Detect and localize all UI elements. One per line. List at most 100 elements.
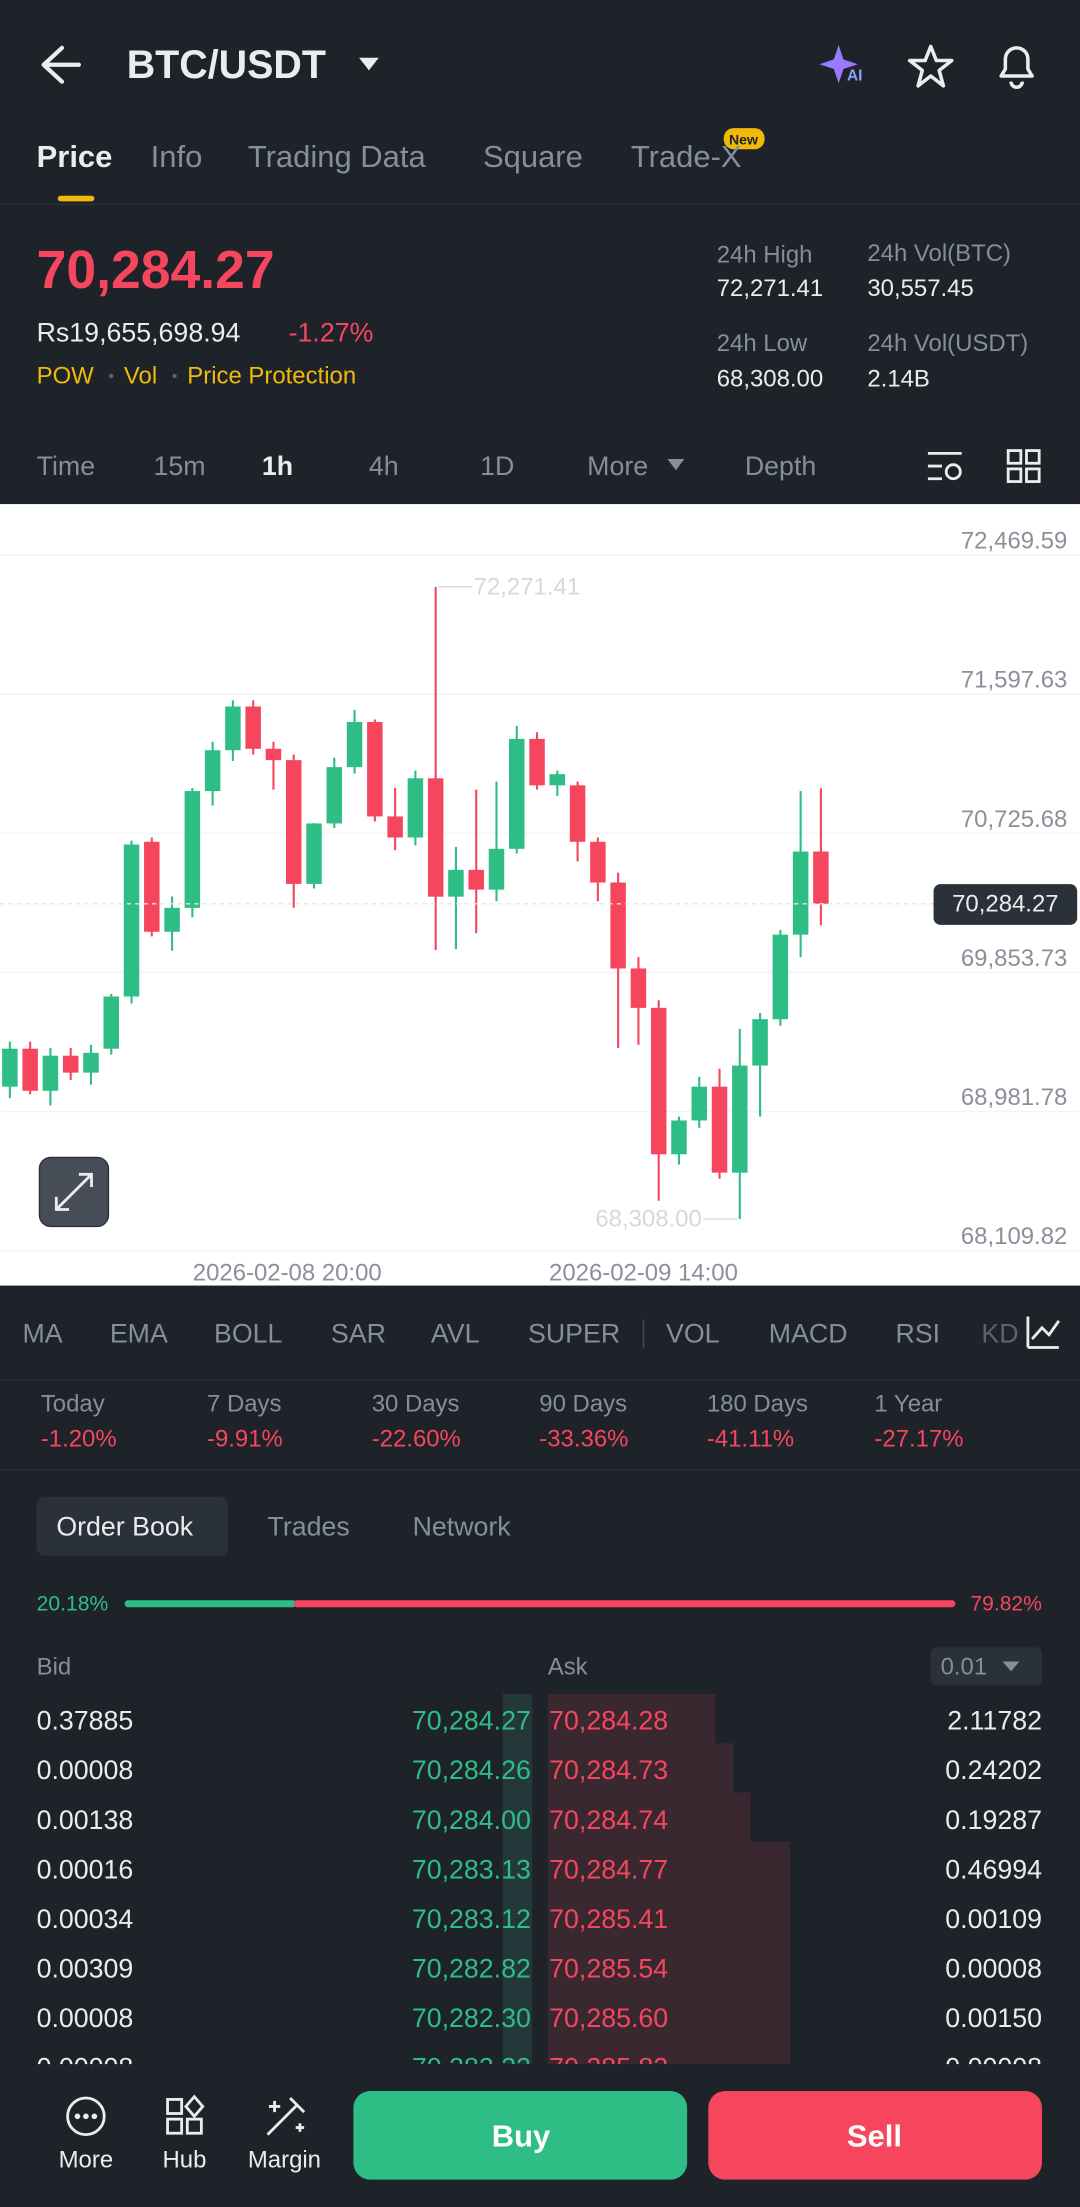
indicator[interactable]: RSI xyxy=(896,1318,941,1348)
bid-amount: 0.00309 xyxy=(37,1953,134,1983)
indicator[interactable]: SUPER xyxy=(528,1318,620,1348)
candle-body xyxy=(448,869,464,897)
sell-button[interactable] xyxy=(708,2090,1042,2180)
ask-price: 70,285.60 xyxy=(549,2003,668,2033)
tab[interactable]: Trade-X xyxy=(631,139,742,174)
period-change: -1.20% xyxy=(41,1426,117,1453)
ask-price: 70,284.77 xyxy=(549,1854,668,1884)
candle-body xyxy=(427,778,444,897)
interval[interactable]: 1D xyxy=(480,451,514,481)
candle-body xyxy=(407,778,424,838)
interval[interactable]: 15m xyxy=(153,451,205,481)
buy-label[interactable]: Buy xyxy=(492,2119,551,2154)
tab[interactable]: Square xyxy=(483,139,583,174)
tag-separator xyxy=(109,373,114,379)
candle-body xyxy=(387,816,403,838)
precision-box[interactable] xyxy=(930,1647,1042,1686)
candle-body xyxy=(813,851,829,904)
ask-price: 70,285.82 xyxy=(549,2053,668,2083)
ask-amount: 2.11782 xyxy=(947,1706,1042,1736)
book-tab[interactable]: Order Book xyxy=(56,1511,193,1541)
indicator[interactable]: AVL xyxy=(431,1318,480,1348)
bid-price: 70,284.00 xyxy=(412,1805,531,1835)
book-tab[interactable]: Trades xyxy=(268,1511,350,1541)
bid-ratio: 20.18% xyxy=(37,1592,109,1615)
alert-button[interactable] xyxy=(999,46,1034,89)
tag[interactable]: Price Protection xyxy=(187,362,356,389)
bid-amount: 0.00008 xyxy=(37,2003,134,2033)
more-icon[interactable] xyxy=(66,2096,106,2137)
stat-label: 24h Vol(BTC) xyxy=(867,240,1011,267)
favorite-button[interactable] xyxy=(907,44,954,88)
tab[interactable]: Trading Data xyxy=(248,139,427,174)
indicator[interactable]: KD xyxy=(981,1318,1018,1348)
period-change: -22.60% xyxy=(372,1426,461,1453)
period-label: 7 Days xyxy=(207,1390,281,1417)
period-change: -27.17% xyxy=(874,1426,963,1453)
chart-area xyxy=(0,504,1080,1286)
tab[interactable]: Price xyxy=(37,139,113,174)
indicator[interactable]: VOL xyxy=(666,1318,720,1348)
x-tick-label: 2026-02-09 14:00 xyxy=(549,1259,738,1286)
bid-price: 70,284.27 xyxy=(412,1706,531,1736)
current-price-box xyxy=(933,884,1078,925)
sell-label[interactable]: Sell xyxy=(847,2119,902,2154)
indicator[interactable]: EMA xyxy=(110,1318,168,1348)
layout-button[interactable] xyxy=(1006,449,1041,483)
bid-amount: 0.00034 xyxy=(37,1904,134,1934)
candle-body xyxy=(144,841,160,932)
nav-label[interactable]: Margin xyxy=(248,2146,321,2173)
bid-price: 70,282.82 xyxy=(412,1953,531,1983)
candle-body xyxy=(569,785,586,842)
new-badge xyxy=(723,128,765,150)
interval[interactable]: More xyxy=(587,451,648,481)
price-change: -1.27% xyxy=(289,317,374,347)
pair-title[interactable]: BTC/USDT xyxy=(127,43,326,87)
indicator[interactable]: BOLL xyxy=(214,1318,282,1348)
pair-dropdown[interactable] xyxy=(359,57,379,71)
buy-button[interactable] xyxy=(353,2090,688,2180)
new-badge-text: New xyxy=(729,131,758,147)
depth-bars xyxy=(502,1693,790,2065)
bid-amount: 0.00008 xyxy=(37,1755,134,1785)
nav-label[interactable]: Hub xyxy=(163,2146,207,2173)
candle-body xyxy=(265,748,282,761)
ask-ratio: 79.82% xyxy=(970,1592,1042,1615)
ask-price: 70,285.54 xyxy=(549,1953,668,1983)
stat-value: 72,271.41 xyxy=(717,275,823,302)
fullscreen-button[interactable] xyxy=(38,1156,110,1228)
precision-dropdown[interactable] xyxy=(1002,1661,1020,1672)
tab[interactable]: Info xyxy=(151,139,203,174)
interval[interactable]: Depth xyxy=(745,451,816,481)
candle-body xyxy=(772,934,789,1020)
bid-amount: 0.00138 xyxy=(37,1805,134,1835)
x-tick-label: 2026-02-08 20:00 xyxy=(193,1259,382,1286)
candle-body xyxy=(630,968,647,1008)
stat-label: 24h Vol(USDT) xyxy=(867,330,1028,357)
stat-value: 30,557.45 xyxy=(867,275,973,302)
indicator[interactable]: MA xyxy=(23,1318,63,1348)
precision[interactable]: 0.01 xyxy=(941,1654,988,1681)
tag[interactable]: POW xyxy=(37,362,95,389)
indicator[interactable]: SAR xyxy=(331,1318,386,1348)
ask-amount: 0.00109 xyxy=(945,1904,1042,1934)
ai-button[interactable] xyxy=(819,45,858,84)
back-button[interactable] xyxy=(41,45,81,84)
book-tab[interactable]: Network xyxy=(413,1511,512,1541)
nav-label[interactable]: More xyxy=(59,2146,114,2173)
interval[interactable]: 1h xyxy=(262,451,293,481)
candle-body xyxy=(204,750,221,792)
indicator[interactable]: MACD xyxy=(769,1318,848,1348)
interval[interactable]: 4h xyxy=(369,451,399,481)
candle-body xyxy=(225,706,241,751)
hub-icon[interactable] xyxy=(166,2094,205,2135)
margin-icon[interactable] xyxy=(266,2097,306,2136)
interval[interactable]: Time xyxy=(37,451,95,481)
ask-header: Ask xyxy=(548,1654,588,1681)
chart-settings-button[interactable] xyxy=(927,451,962,481)
bid-amount: 0.00008 xyxy=(37,2053,134,2083)
indicator-settings[interactable] xyxy=(1026,1316,1061,1349)
more-dropdown[interactable] xyxy=(667,459,685,471)
stat-label: 24h Low xyxy=(717,330,808,357)
tag[interactable]: Vol xyxy=(124,362,157,389)
